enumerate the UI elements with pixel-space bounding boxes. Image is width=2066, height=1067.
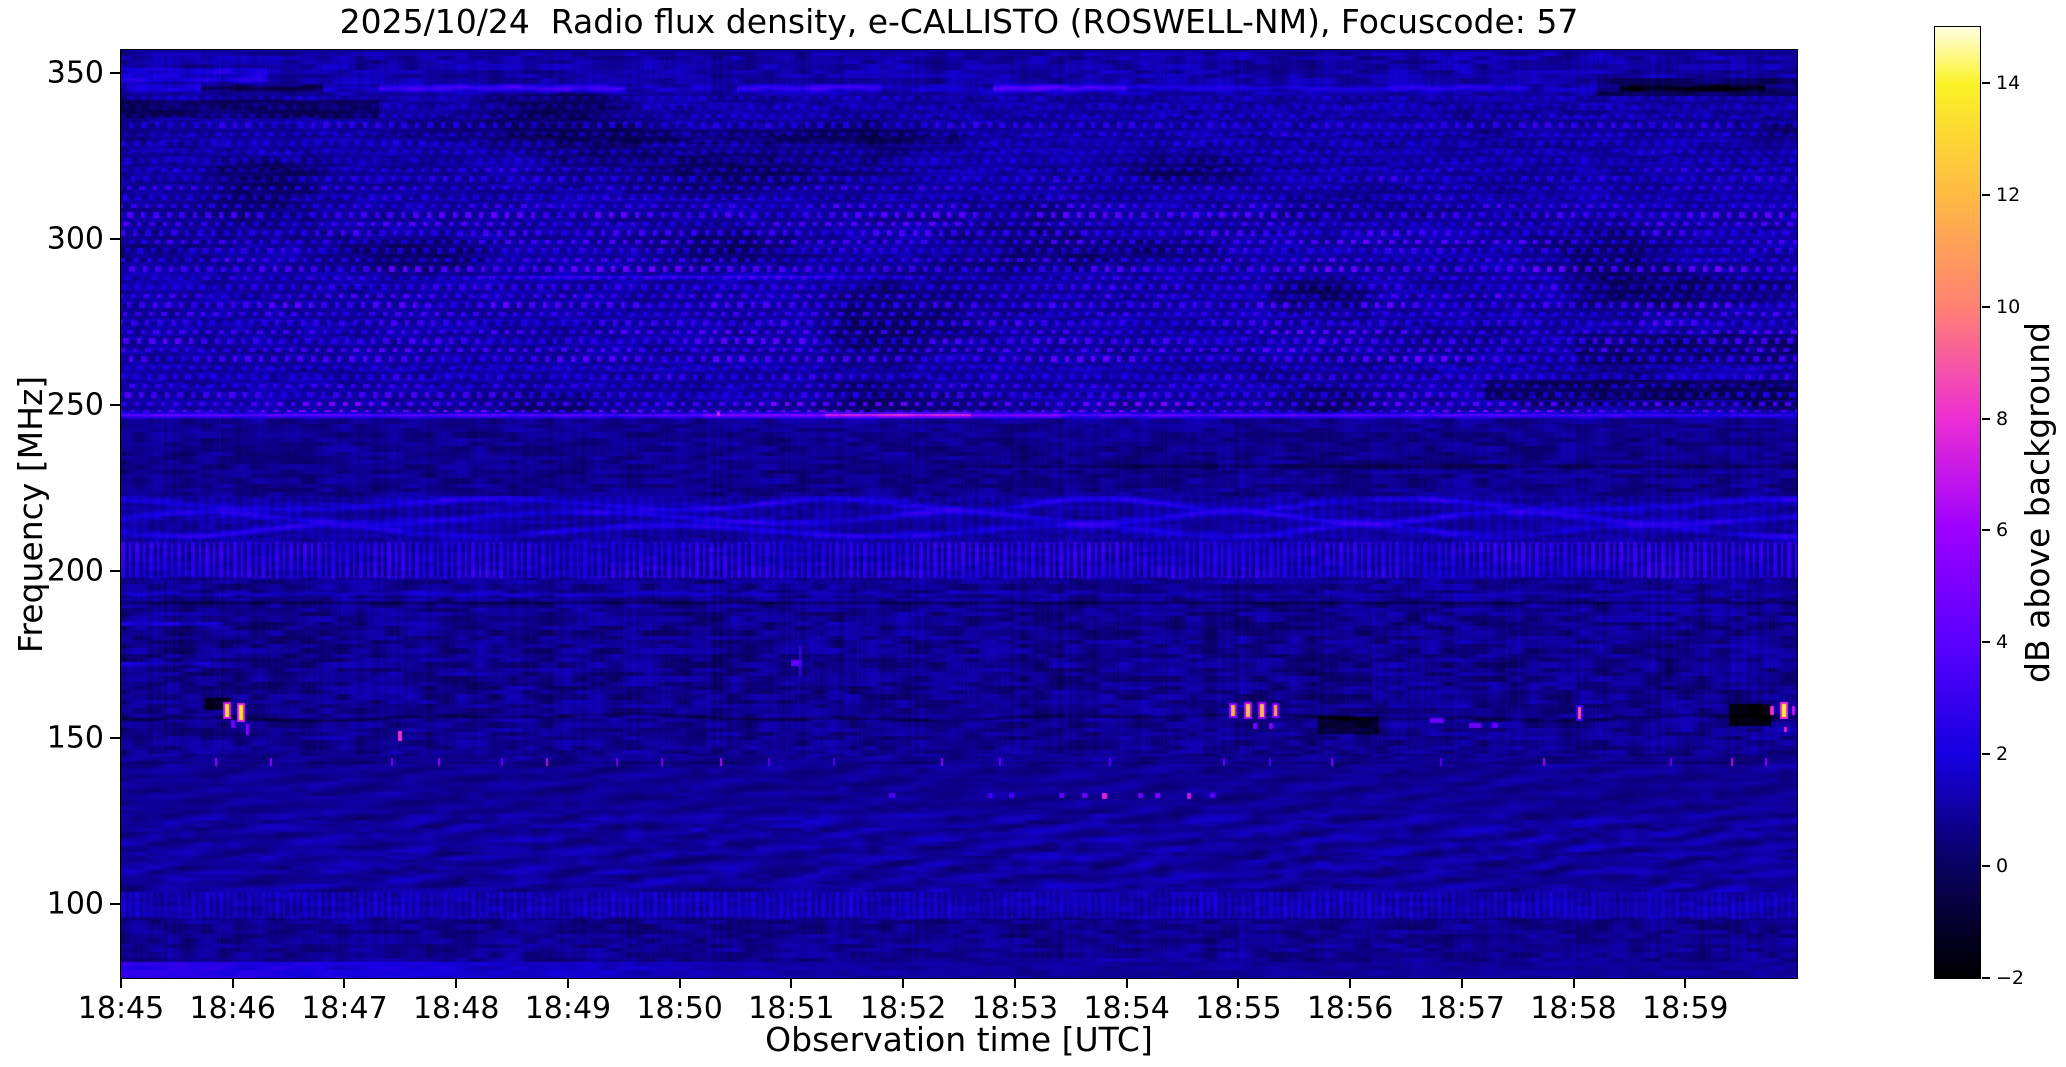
y-tick-mark xyxy=(110,238,121,241)
x-tick-label: 18:52 xyxy=(859,991,947,1026)
colorbar-tick-label: 6 xyxy=(1996,519,2009,542)
y-tick-mark xyxy=(110,72,121,75)
x-tick-mark xyxy=(455,978,458,988)
x-tick-mark xyxy=(1684,978,1687,988)
y-tick-label: 200 xyxy=(46,553,104,589)
colorbar-tick-label: 10 xyxy=(1996,295,2021,318)
colorbar-tick-mark xyxy=(1982,977,1990,979)
colorbar-tick-label: 12 xyxy=(1996,183,2021,206)
colorbar-tick-mark xyxy=(1982,193,1990,196)
y-axis-label: Frequency [MHz] xyxy=(11,375,51,653)
y-tick-mark xyxy=(110,902,121,905)
colorbar-tick-label: 4 xyxy=(1996,631,2009,654)
x-tick-label: 18:49 xyxy=(524,991,612,1026)
x-tick-mark xyxy=(231,978,234,988)
x-tick-label: 18:59 xyxy=(1642,991,1729,1026)
x-tick-mark xyxy=(1349,978,1352,988)
colorbar-label: dB above background xyxy=(2017,322,2057,683)
colorbar-tick-label: 14 xyxy=(1996,71,2021,94)
colorbar-tick-label: 0 xyxy=(1996,855,2009,878)
colorbar-tick-label: 2 xyxy=(1996,743,2009,766)
colorbar-tick-mark xyxy=(1982,417,1990,420)
x-tick-mark xyxy=(343,978,346,988)
y-tick-mark xyxy=(110,570,121,573)
x-tick-label: 18:46 xyxy=(189,991,276,1026)
colorbar-tick-mark xyxy=(1982,529,1990,532)
spectrogram-canvas xyxy=(120,49,1798,979)
colorbar-tick-mark xyxy=(1982,753,1990,756)
colorbar-tick-mark xyxy=(1982,865,1990,868)
x-tick-mark xyxy=(1125,978,1128,988)
x-tick-label: 18:57 xyxy=(1418,991,1506,1026)
x-tick-label: 18:54 xyxy=(1083,991,1170,1026)
colorbar-tick-label: −2 xyxy=(1996,967,2025,989)
x-tick-mark xyxy=(902,978,905,988)
x-tick-mark xyxy=(790,978,793,988)
x-tick-label: 18:55 xyxy=(1195,991,1282,1026)
colorbar-tick-mark xyxy=(1982,641,1990,644)
y-axis-label-wrap: Frequency [MHz] xyxy=(0,50,62,978)
x-tick-label: 18:47 xyxy=(301,991,388,1026)
x-tick-label: 18:51 xyxy=(748,991,835,1026)
x-tick-mark xyxy=(1013,978,1016,988)
y-tick-mark xyxy=(110,736,121,739)
colorbar-tick-mark xyxy=(1982,81,1990,84)
colorbar-label-wrap: dB above background xyxy=(2008,27,2066,978)
x-tick-mark xyxy=(678,978,681,988)
y-tick-label: 150 xyxy=(46,720,104,756)
colorbar-tick-label: 8 xyxy=(1996,407,2009,430)
chart-title: 2025/10/24 Radio flux density, e-CALLIST… xyxy=(339,2,1579,41)
y-tick-mark xyxy=(110,404,121,407)
x-tick-mark xyxy=(1460,978,1463,988)
y-tick-label: 100 xyxy=(46,886,104,922)
x-tick-label: 18:53 xyxy=(971,991,1059,1026)
y-tick-label: 350 xyxy=(46,55,104,91)
x-tick-mark xyxy=(566,978,569,988)
x-tick-label: 18:45 xyxy=(77,991,165,1026)
y-tick-label: 300 xyxy=(46,221,104,257)
x-tick-label: 18:48 xyxy=(412,991,500,1026)
x-tick-label: 18:50 xyxy=(636,991,723,1026)
x-axis-label: Observation time [UTC] xyxy=(765,1020,1153,1059)
x-tick-mark xyxy=(1237,978,1240,988)
y-tick-label: 250 xyxy=(46,387,104,423)
x-tick-mark xyxy=(1572,978,1575,988)
x-tick-label: 18:56 xyxy=(1306,991,1394,1026)
colorbar-tick-mark xyxy=(1982,305,1990,308)
colorbar-gradient xyxy=(1934,26,1981,979)
x-tick-mark xyxy=(120,978,122,988)
x-tick-label: 18:58 xyxy=(1530,991,1617,1026)
